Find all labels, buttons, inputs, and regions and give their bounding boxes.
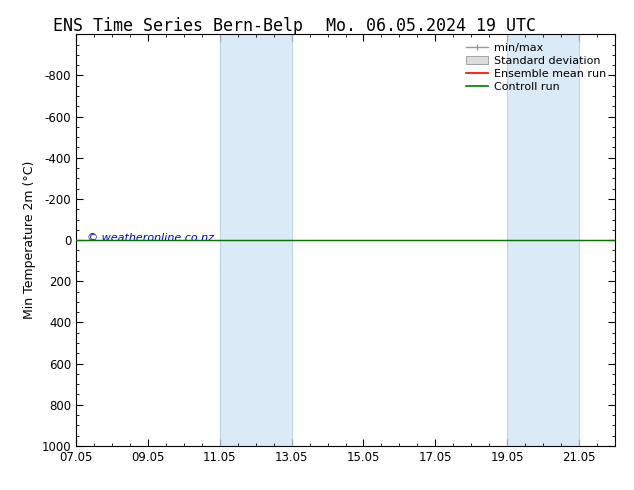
Text: © weatheronline.co.nz: © weatheronline.co.nz — [87, 233, 214, 243]
Legend: min/max, Standard deviation, Ensemble mean run, Controll run: min/max, Standard deviation, Ensemble me… — [463, 40, 609, 95]
Text: Mo. 06.05.2024 19 UTC: Mo. 06.05.2024 19 UTC — [326, 17, 536, 35]
Bar — [220, 34, 292, 446]
Text: ENS Time Series Bern-Belp: ENS Time Series Bern-Belp — [53, 17, 302, 35]
Bar — [507, 34, 579, 446]
Y-axis label: Min Temperature 2m (°C): Min Temperature 2m (°C) — [23, 161, 36, 319]
